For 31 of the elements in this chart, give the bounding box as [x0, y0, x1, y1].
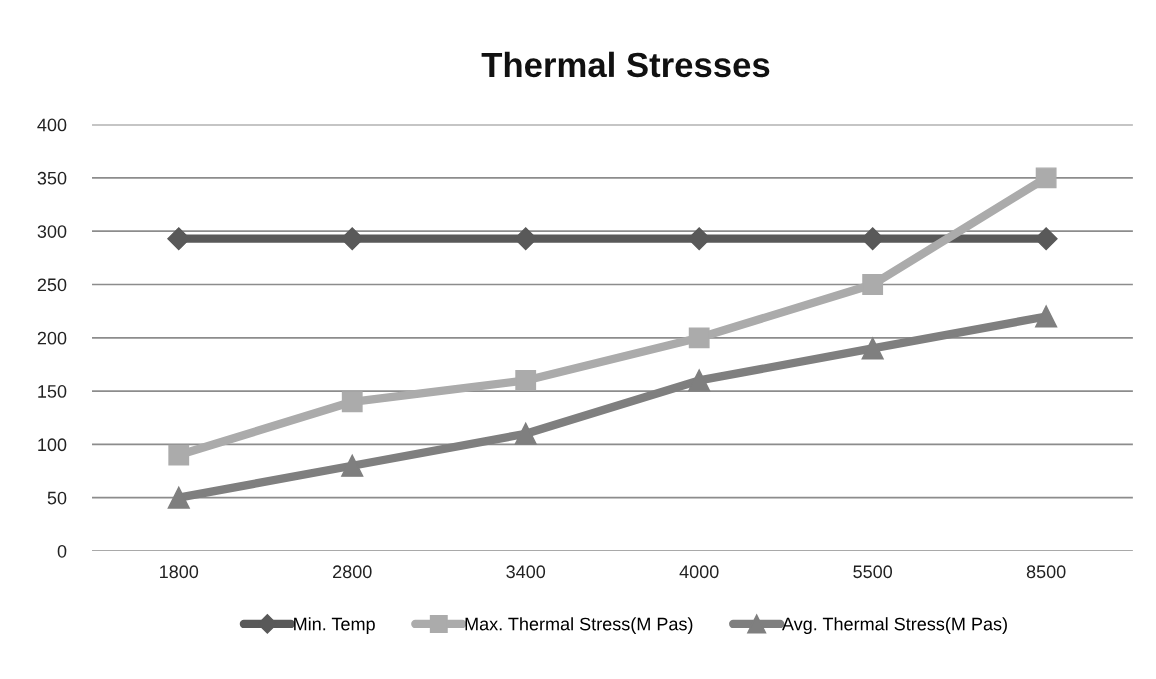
point [861, 337, 884, 360]
x-tick-label: 2800 [333, 565, 372, 579]
x-tick-label: 3400 [506, 565, 546, 579]
y-tick-label: 200 [37, 331, 67, 345]
point [167, 486, 190, 509]
y-tick-label: 250 [37, 278, 67, 292]
legend-label: Max. Thermal Stress(M Pas) [465, 617, 693, 634]
x-tick-label: 1800 [160, 565, 199, 579]
y-tick-label: 300 [37, 225, 67, 238]
y-tick-label: 100 [38, 438, 67, 452]
legend-label: Min. Temp [294, 617, 375, 634]
y-tick-label: 400 [37, 118, 67, 132]
y-tick-label: 0 [57, 544, 67, 558]
x-tick-label: 8500 [1026, 565, 1066, 579]
y-tick-label: 150 [38, 385, 67, 398]
y-tick-label: 50 [47, 491, 67, 505]
point [514, 422, 537, 445]
x-tick-label: 5500 [853, 565, 893, 579]
point [168, 444, 190, 466]
point [688, 369, 711, 392]
x-tick-label: 4000 [679, 565, 719, 579]
point [515, 370, 537, 391]
chart-title: Thermal Stresses [481, 51, 770, 78]
point [1035, 167, 1057, 189]
y-tick-label: 350 [37, 171, 67, 185]
point [688, 327, 710, 349]
legend-label: Avg. Thermal Stress(M Pas) [781, 617, 1007, 634]
point [341, 454, 364, 477]
point [862, 274, 884, 295]
point [1035, 305, 1058, 328]
point [341, 391, 363, 413]
